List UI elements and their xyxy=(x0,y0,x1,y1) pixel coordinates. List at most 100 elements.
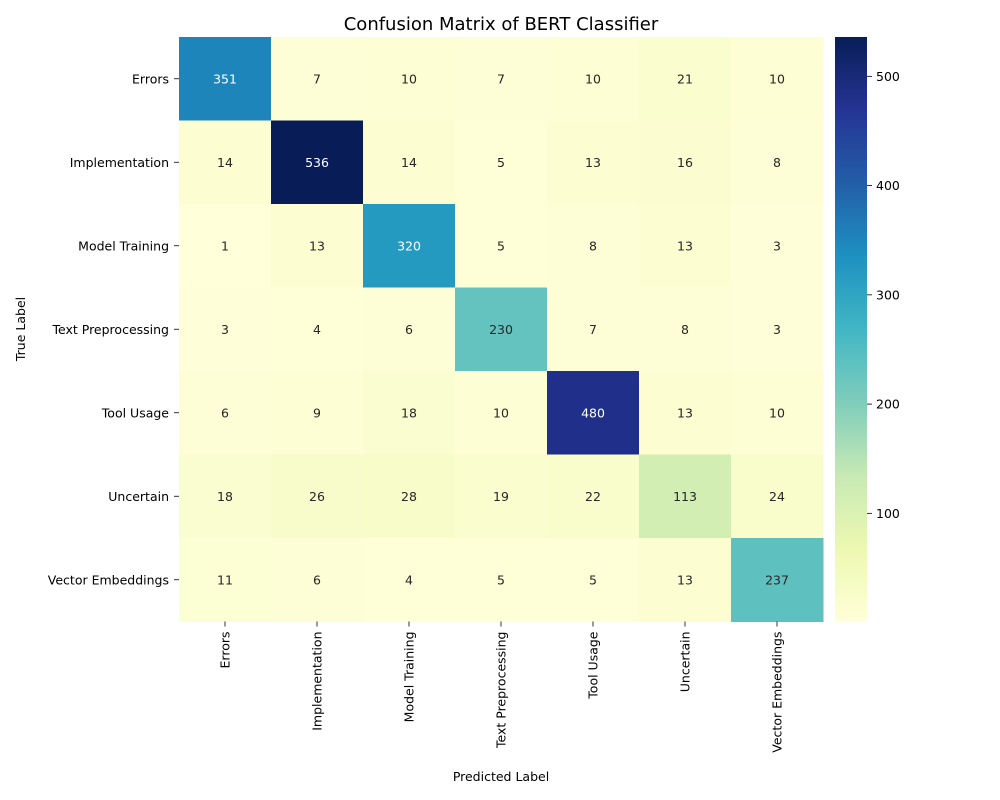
cell-value-label: 5 xyxy=(497,238,505,253)
heatmap-cell xyxy=(639,371,732,455)
heatmap-cell xyxy=(179,454,272,539)
heatmap-cell xyxy=(547,37,640,121)
cell-value-label: 3 xyxy=(773,238,781,253)
y-axis-ticks: Errors Implementation Model Training Text P… xyxy=(48,71,179,587)
colorbar-tick-label: 500 xyxy=(876,69,900,84)
cell-value-label: 4 xyxy=(405,572,413,587)
cell-value-label: 3 xyxy=(221,322,229,337)
heatmap-cell xyxy=(547,204,640,288)
cell-value-label: 5 xyxy=(497,572,505,587)
heatmap-cell xyxy=(731,538,824,622)
heatmap-cell xyxy=(363,120,456,205)
heatmap-cell xyxy=(639,204,732,288)
cell-value-label: 8 xyxy=(681,322,689,337)
x-axis-label: Predicted Label xyxy=(453,769,549,784)
x-axis-ticks: Errors Implementation Model Training Text P… xyxy=(218,621,785,753)
heatmap-cell xyxy=(179,37,272,121)
colorbar-tick-label: 200 xyxy=(876,397,900,412)
cell-value-label: 19 xyxy=(493,489,509,504)
cell-value-label: 480 xyxy=(581,405,605,420)
cell-value-label: 8 xyxy=(773,155,781,170)
cell-value-label: 5 xyxy=(497,155,505,170)
cell-value-label: 13 xyxy=(309,238,325,253)
chart-title: Confusion Matrix of BERT Classifier xyxy=(344,14,659,35)
colorbar: 100 200 300 400 500 xyxy=(835,37,900,622)
cell-value-label: 7 xyxy=(589,322,597,337)
cell-value-label: 10 xyxy=(769,405,785,420)
heatmap-cell xyxy=(547,538,640,622)
heatmap-cell xyxy=(271,371,364,455)
heatmap-cell xyxy=(179,120,272,205)
cell-value-label: 320 xyxy=(397,238,421,253)
heatmap-cell xyxy=(731,454,824,539)
cell-value-label: 7 xyxy=(313,71,321,86)
cell-value-label: 6 xyxy=(221,405,229,420)
cell-value-label: 1 xyxy=(221,238,229,253)
cell-value-label: 230 xyxy=(489,322,513,337)
y-tick-label: Model Training xyxy=(78,238,169,253)
cell-value-label: 536 xyxy=(305,155,329,170)
heatmap-cell xyxy=(271,538,364,622)
cell-value-label: 237 xyxy=(765,572,789,587)
heatmap-cell xyxy=(455,37,548,121)
heatmap-cell xyxy=(455,204,548,288)
heatmap-cell xyxy=(271,204,364,288)
cell-value-label: 10 xyxy=(769,71,785,86)
cell-value-label: 28 xyxy=(401,489,417,504)
heatmap-cell xyxy=(639,454,732,539)
heatmap-cell xyxy=(363,204,456,288)
cell-value-label: 14 xyxy=(217,155,233,170)
cell-value-label: 10 xyxy=(585,71,601,86)
heatmap-cell xyxy=(179,371,272,455)
heatmap-cell xyxy=(271,287,364,372)
colorbar-tick-label: 400 xyxy=(876,178,900,193)
colorbar-gradient xyxy=(835,37,867,622)
heatmap-cell xyxy=(455,371,548,455)
cell-value-label: 6 xyxy=(405,322,413,337)
y-tick-label: Uncertain xyxy=(108,489,169,504)
heatmap-cell xyxy=(731,204,824,288)
cell-value-label: 26 xyxy=(309,489,325,504)
cell-value-label: 10 xyxy=(401,71,417,86)
cell-value-label: 13 xyxy=(677,238,693,253)
heatmap-cell xyxy=(271,37,364,121)
cell-value-label: 16 xyxy=(677,155,693,170)
heatmap-cell xyxy=(455,120,548,205)
cell-value-label: 22 xyxy=(585,489,601,504)
cell-value-label: 3 xyxy=(773,322,781,337)
heatmap-cell xyxy=(455,287,548,372)
x-tick-label: Tool Usage xyxy=(586,631,601,700)
cell-value-label: 5 xyxy=(589,572,597,587)
heatmap-cells xyxy=(179,37,824,622)
cell-value-label: 6 xyxy=(313,572,321,587)
colorbar-tick-label: 100 xyxy=(876,506,900,521)
heatmap-cell xyxy=(271,120,364,205)
cell-value-label: 21 xyxy=(677,71,693,86)
heatmap-cell xyxy=(179,204,272,288)
cell-value-label: 14 xyxy=(401,155,417,170)
heatmap-cell xyxy=(547,371,640,455)
cell-value-label: 9 xyxy=(313,405,321,420)
x-tick-label: Text Preprocessing xyxy=(494,632,509,750)
x-tick-label: Vector Embeddings xyxy=(770,632,785,753)
heatmap-cell xyxy=(179,538,272,622)
x-tick-label: Model Training xyxy=(402,632,417,723)
y-tick-label: Text Preprocessing xyxy=(52,322,170,337)
heatmap-cell xyxy=(547,454,640,539)
heatmap-cell xyxy=(455,538,548,622)
x-tick-label: Uncertain xyxy=(678,632,693,693)
heatmap-cell xyxy=(363,454,456,539)
cell-value-label: 13 xyxy=(585,155,601,170)
heatmap-cell xyxy=(639,120,732,205)
x-tick-label: Errors xyxy=(218,632,233,669)
cell-value-label: 7 xyxy=(497,71,505,86)
heatmap-cell xyxy=(639,287,732,372)
y-tick-label: Vector Embeddings xyxy=(48,572,169,587)
heatmap-cell xyxy=(639,37,732,121)
y-tick-label: Tool Usage xyxy=(101,405,170,420)
heatmap-cell xyxy=(547,287,640,372)
y-tick-label: Errors xyxy=(132,71,169,86)
heatmap-cell xyxy=(731,37,824,121)
